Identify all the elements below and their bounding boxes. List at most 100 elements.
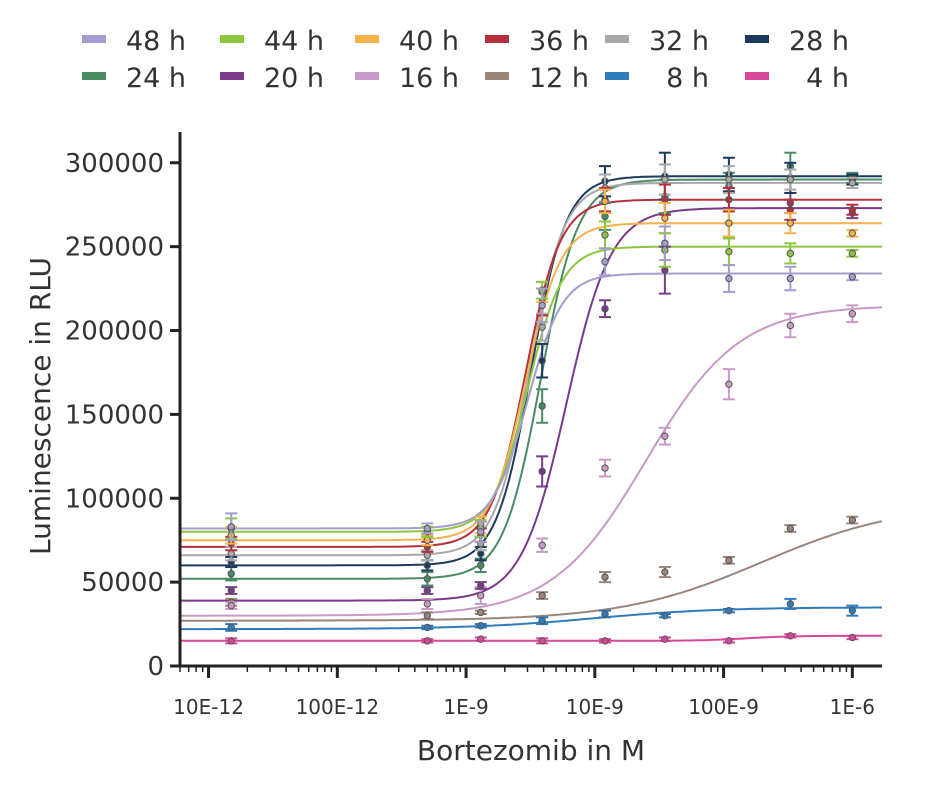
data-point (538, 357, 546, 365)
legend-label: 48 h (126, 26, 186, 57)
data-point (661, 611, 669, 620)
y-tick-label: 0 (147, 652, 164, 682)
data-point (601, 197, 609, 206)
legend-label: 40 h (399, 26, 459, 57)
data-point (538, 301, 546, 310)
data-point (661, 432, 669, 440)
data-point (786, 632, 795, 640)
data-point (227, 549, 235, 558)
data-point (661, 635, 669, 643)
legend-label: 16 h (399, 63, 459, 94)
x-tick-label: 1E-6 (830, 695, 875, 719)
data-point (725, 556, 733, 565)
plot-area (180, 151, 883, 645)
data-point (848, 229, 857, 237)
data-point (725, 606, 733, 615)
fit-curve-8h (180, 606, 882, 631)
data-point (227, 637, 235, 645)
data-point (661, 266, 669, 274)
data-point (477, 581, 485, 590)
data-point (538, 467, 546, 476)
data-point (538, 323, 546, 331)
legend-label: 4 h (806, 63, 849, 94)
data-point (423, 551, 432, 559)
data-point (725, 219, 733, 227)
fit-curve-12h (180, 520, 883, 622)
data-point (848, 206, 857, 214)
legend-label: 24 h (126, 63, 186, 94)
data-point (477, 549, 485, 558)
data-point (227, 623, 235, 632)
legend-label: 44 h (264, 26, 324, 57)
data-point (601, 212, 609, 221)
data-point (661, 239, 669, 247)
data-point (538, 637, 546, 645)
fit-curve-20h (180, 207, 882, 602)
data-point (538, 541, 546, 549)
data-point (423, 637, 432, 645)
data-point (477, 608, 485, 617)
y-tick-label: 50000 (81, 568, 164, 598)
legend-swatch (355, 35, 379, 43)
data-point (725, 175, 733, 184)
data-point (227, 586, 235, 595)
fit-curve-16h (180, 306, 883, 617)
legend: 48 h 44 h 40 h 36 h 32 h 28 h 24 h 20 h 16 h 12 h… (82, 26, 849, 94)
data-point (725, 247, 733, 256)
legend-label: 32 h (649, 26, 709, 57)
data-point (601, 637, 609, 645)
data-point (423, 575, 432, 583)
legend-swatch (82, 35, 106, 43)
fit-curve-28h (180, 175, 882, 567)
data-point (423, 536, 432, 544)
y-tick-label: 200000 (65, 317, 164, 347)
data-point (848, 249, 857, 258)
fit-curve-24h (180, 178, 882, 580)
legend-swatch (355, 72, 379, 80)
data-point (423, 586, 432, 595)
data-point (601, 464, 609, 472)
data-point (477, 591, 485, 600)
legend-swatch (485, 72, 509, 80)
data-point (477, 561, 485, 570)
x-tick-label: 100E-12 (296, 695, 379, 719)
y-tick-label: 100000 (65, 484, 164, 514)
fit-curve-4h (180, 634, 882, 642)
x-axis-title: Bortezomib in M (417, 734, 645, 767)
legend-swatch (605, 72, 629, 80)
legend-swatch (220, 72, 244, 80)
data-point (786, 524, 795, 533)
data-point (538, 617, 546, 625)
data-point (786, 274, 795, 283)
data-point (725, 274, 733, 283)
data-point (477, 528, 485, 536)
legend-swatch (82, 72, 106, 80)
y-axis-title: Luminescence in RLU (24, 257, 57, 555)
data-point (848, 273, 857, 281)
data-point (227, 601, 235, 610)
data-point (423, 611, 432, 620)
legend-swatch (745, 35, 769, 43)
x-tick-label: 10E-12 (173, 695, 244, 719)
data-point (848, 179, 857, 187)
data-point (786, 206, 795, 214)
data-point (423, 600, 432, 608)
data-point (538, 402, 546, 410)
data-point (848, 606, 857, 615)
data-point (786, 600, 795, 608)
fit-curve-36h (180, 198, 882, 548)
data-point (601, 610, 609, 618)
data-point (661, 568, 669, 576)
x-tick-label: 1E-9 (443, 695, 488, 719)
y-tick-label: 150000 (65, 400, 164, 430)
legend-swatch (745, 72, 769, 80)
data-point (601, 258, 609, 266)
data-point (786, 249, 795, 258)
fit-curve-44h (180, 245, 882, 533)
data-point (227, 570, 235, 578)
data-point (786, 321, 795, 330)
x-tick-label: 10E-9 (566, 695, 624, 719)
data-point (786, 175, 795, 184)
data-point (601, 231, 609, 239)
